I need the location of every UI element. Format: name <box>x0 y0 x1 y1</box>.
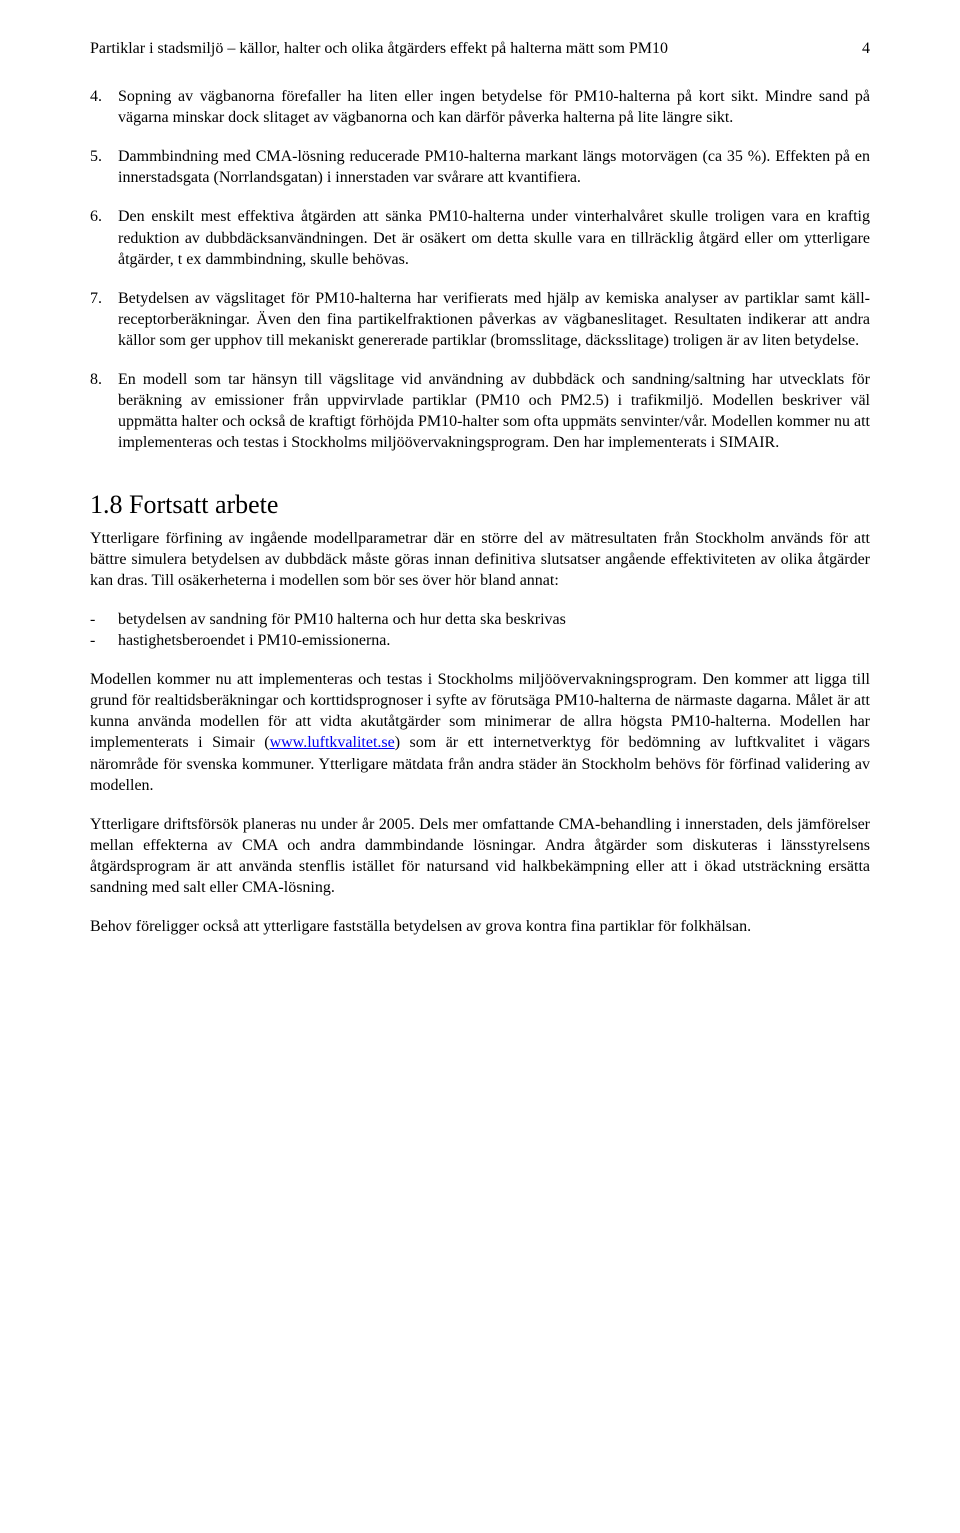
bullet-text: betydelsen av sandning för PM10 halterna… <box>118 609 870 630</box>
list-item: 8. En modell som tar hänsyn till vägslit… <box>90 369 870 453</box>
header-page-number: 4 <box>862 40 870 58</box>
bullet-text: hastighetsberoendet i PM10-emissionerna. <box>118 630 870 651</box>
bullet-item: - hastighetsberoendet i PM10-emissionern… <box>90 630 870 651</box>
section-paragraph-with-link: Modellen kommer nu att implementeras och… <box>90 669 870 796</box>
list-item-text: Sopning av vägbanorna förefaller ha lite… <box>118 86 870 128</box>
list-item-number: 6. <box>90 206 118 269</box>
list-item: 5. Dammbindning med CMA-lösning reducera… <box>90 146 870 188</box>
list-item-number: 7. <box>90 288 118 351</box>
header-title: Partiklar i stadsmiljö – källor, halter … <box>90 40 842 58</box>
list-item-text: Betydelsen av vägslitaget för PM10-halte… <box>118 288 870 351</box>
list-item-text: Dammbindning med CMA-lösning reducerade … <box>118 146 870 188</box>
list-item: 4. Sopning av vägbanorna förefaller ha l… <box>90 86 870 128</box>
luftkvalitet-link[interactable]: www.luftkvalitet.se <box>270 734 395 751</box>
list-item-number: 4. <box>90 86 118 128</box>
page: Partiklar i stadsmiljö – källor, halter … <box>0 0 960 1533</box>
bullet-dash: - <box>90 630 118 651</box>
list-item-number: 5. <box>90 146 118 188</box>
section-intro: Ytterligare förfining av ingående modell… <box>90 528 870 591</box>
numbered-list: 4. Sopning av vägbanorna förefaller ha l… <box>90 86 870 454</box>
bullet-list: - betydelsen av sandning för PM10 halter… <box>90 609 870 651</box>
list-item: 6. Den enskilt mest effektiva åtgärden a… <box>90 206 870 269</box>
list-item-text: Den enskilt mest effektiva åtgärden att … <box>118 206 870 269</box>
section-paragraph: Behov föreligger också att ytterligare f… <box>90 916 870 937</box>
list-item-number: 8. <box>90 369 118 453</box>
bullet-item: - betydelsen av sandning för PM10 halter… <box>90 609 870 630</box>
section-paragraph: Ytterligare driftsförsök planeras nu und… <box>90 814 870 898</box>
list-item: 7. Betydelsen av vägslitaget för PM10-ha… <box>90 288 870 351</box>
section-heading: 1.8 Fortsatt arbete <box>90 490 870 520</box>
header: Partiklar i stadsmiljö – källor, halter … <box>90 40 870 58</box>
list-item-text: En modell som tar hänsyn till vägslitage… <box>118 369 870 453</box>
bullet-dash: - <box>90 609 118 630</box>
